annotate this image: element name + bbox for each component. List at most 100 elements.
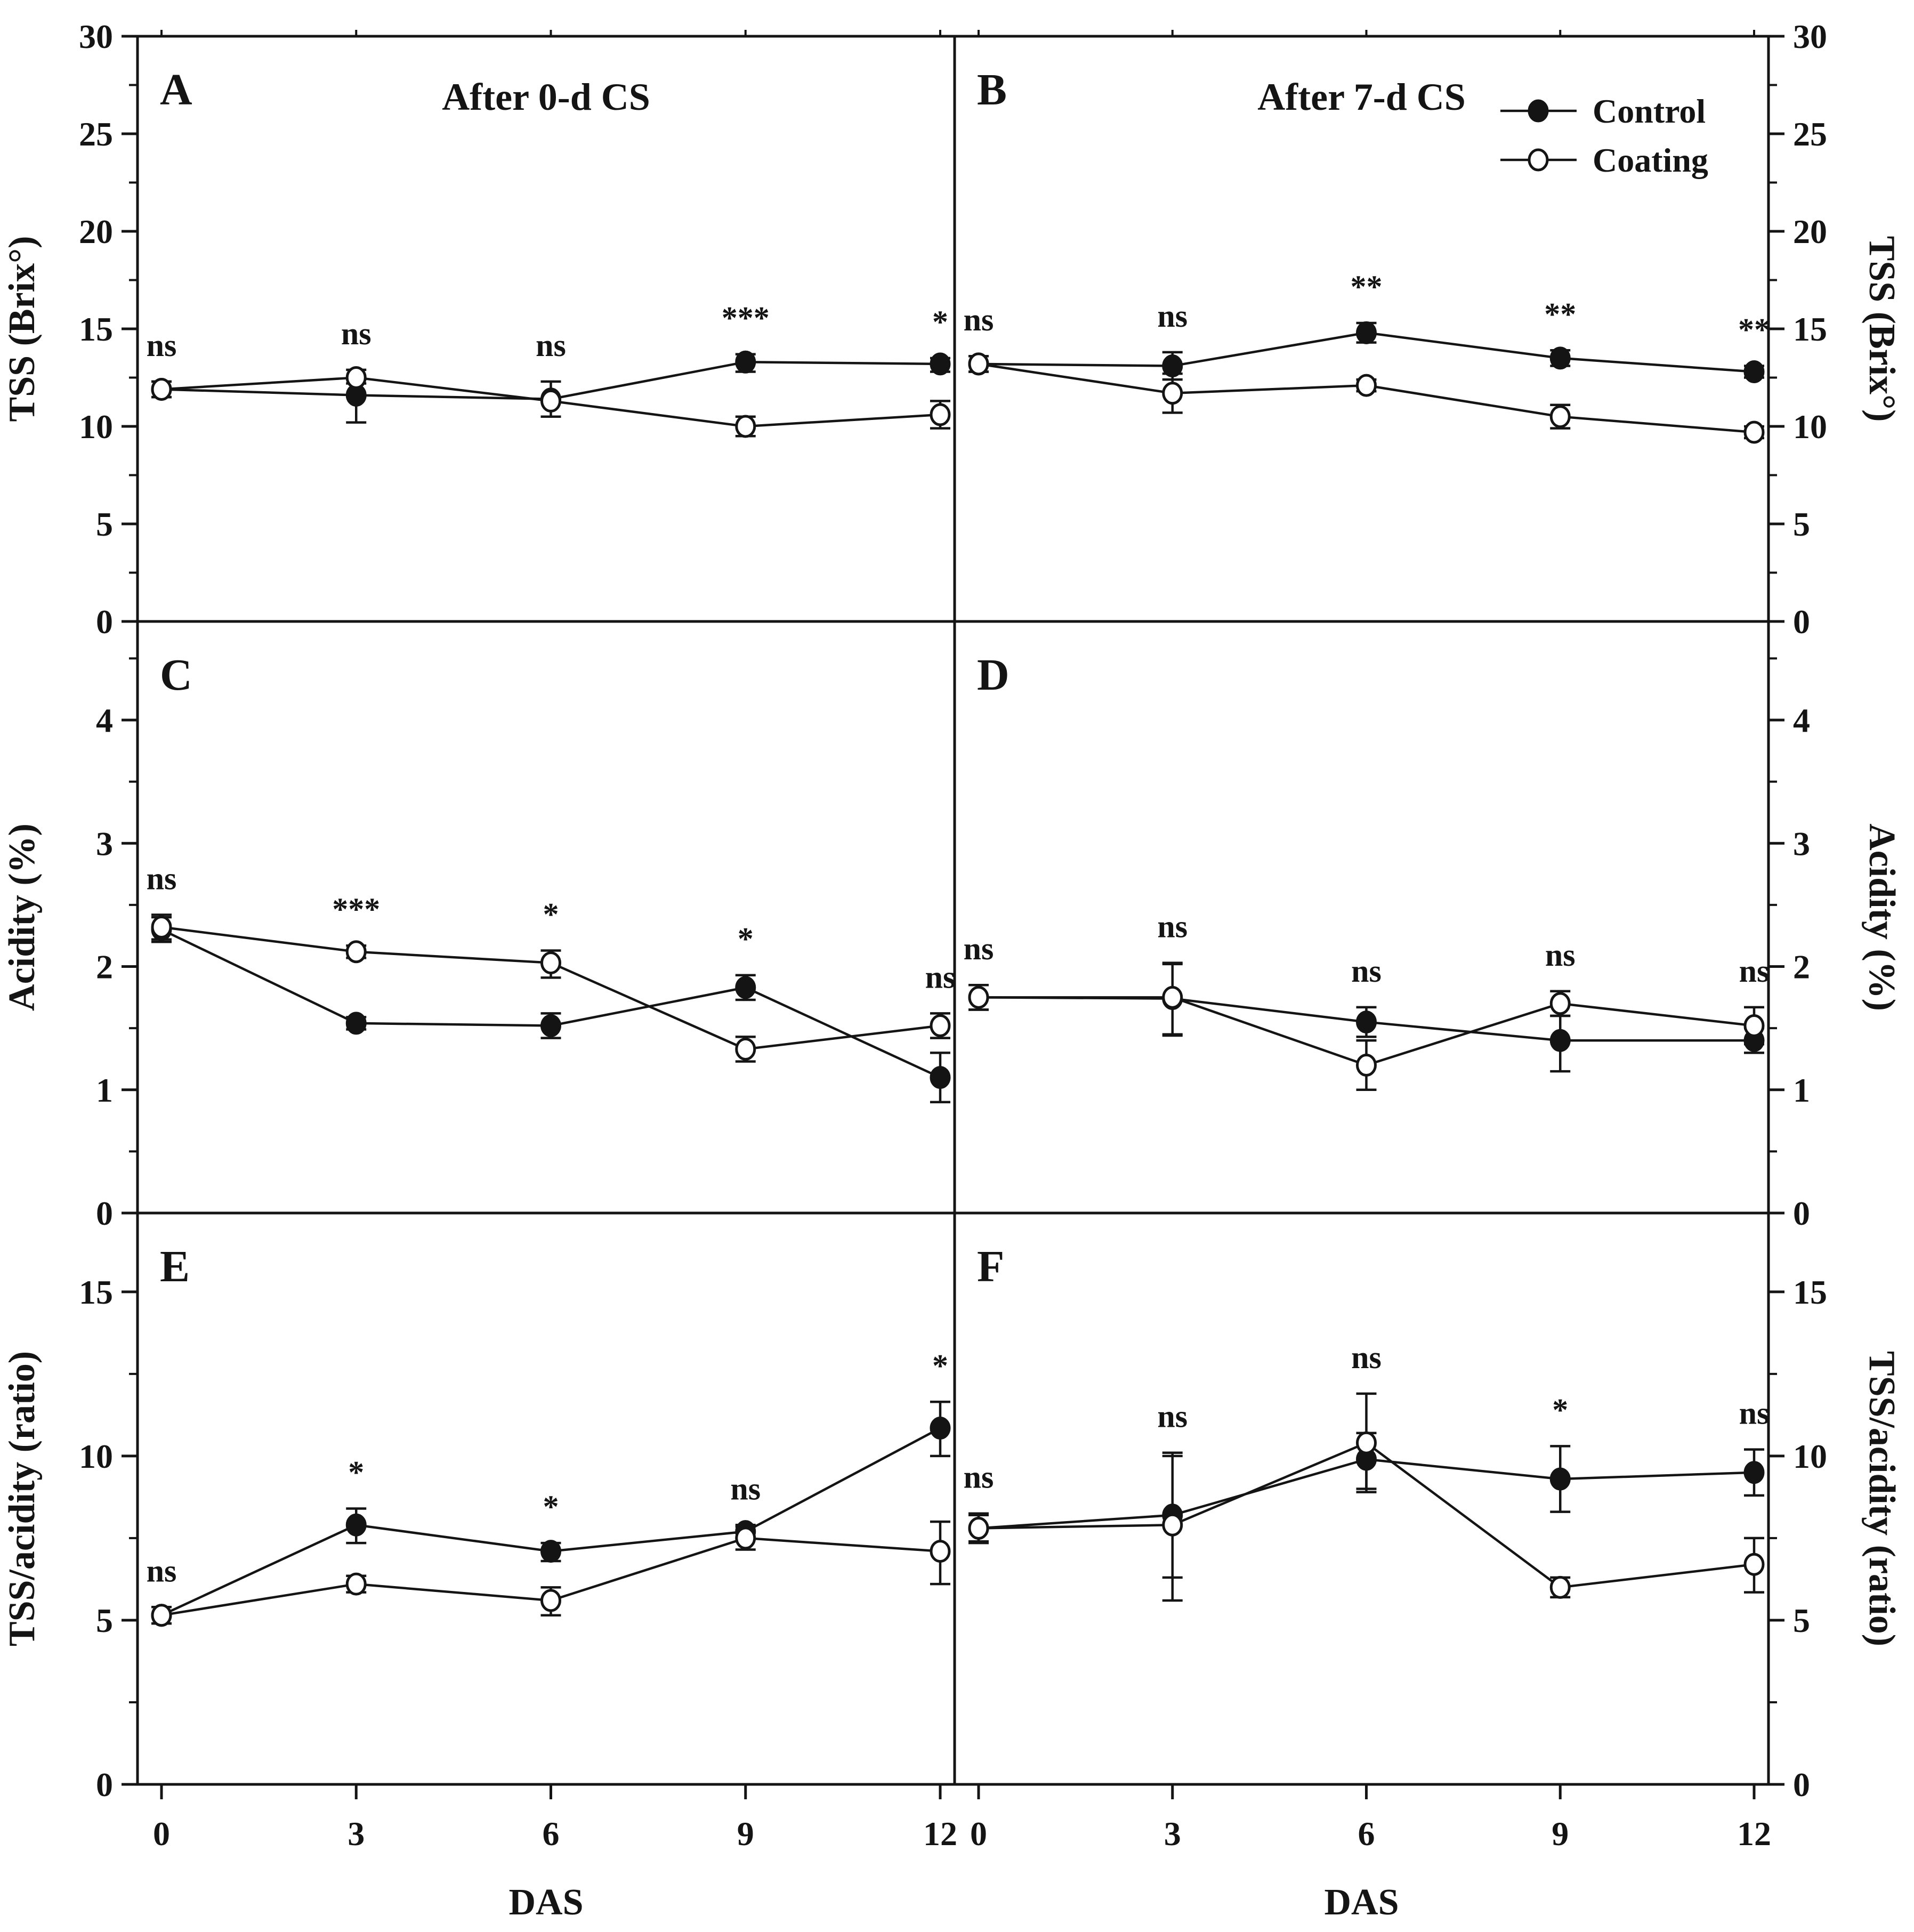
y-axis-tick-label: 15 (79, 1273, 113, 1311)
data-marker-coating (151, 916, 172, 939)
data-marker-control (1549, 346, 1571, 370)
legend-marker-control (1528, 99, 1549, 123)
x-axis-tick-label: 12 (1737, 1815, 1771, 1853)
y-axis-tick-label: 25 (1793, 115, 1827, 153)
significance-label: ** (1351, 269, 1383, 304)
data-marker-coating (540, 951, 561, 975)
x-axis-tick-label: 9 (737, 1815, 754, 1853)
significance-label: ns (147, 861, 177, 896)
panel-title: After 7-d CS (1257, 76, 1466, 118)
significance-label: ns (1351, 1340, 1382, 1375)
significance-label: ** (1738, 312, 1770, 347)
y-axis-tick-label: 15 (1793, 310, 1827, 348)
data-marker-control (1549, 1029, 1571, 1052)
x-axis-tick-label: 3 (348, 1815, 365, 1853)
significance-label: ns (1157, 1399, 1188, 1434)
data-marker-control (1356, 321, 1377, 344)
data-marker-control (930, 1066, 951, 1089)
data-marker-coating (540, 389, 561, 413)
significance-label: ns (964, 1460, 994, 1495)
data-marker-coating (1162, 382, 1183, 405)
significance-label: * (1552, 1392, 1568, 1427)
panel-letter: D (977, 650, 1010, 700)
panel-letter: F (977, 1242, 1004, 1291)
data-marker-coating (151, 377, 172, 401)
significance-label: ns (536, 328, 566, 363)
y-axis-tick-label: 25 (79, 115, 113, 153)
x-axis-tick-label: 9 (1552, 1815, 1569, 1853)
data-marker-coating (968, 1516, 989, 1540)
y-axis-title-right: TSS (Brix°) (1861, 236, 1902, 422)
x-axis-tick-label: 12 (923, 1815, 957, 1853)
data-marker-control (540, 1014, 561, 1037)
y-axis-tick-label: 30 (1793, 18, 1827, 55)
y-axis-title-right: Acidity (%) (1861, 823, 1902, 1011)
panel-letter: B (977, 65, 1007, 115)
data-marker-coating (1549, 1575, 1571, 1599)
significance-label: ** (1544, 296, 1576, 332)
x-axis-title: DAS (1324, 1882, 1399, 1923)
y-axis-tick-label: 15 (1793, 1273, 1827, 1311)
data-marker-control (930, 352, 951, 376)
y-axis-tick-label: 2 (1793, 948, 1810, 986)
y-axis-tick-label: 1 (96, 1071, 113, 1109)
x-axis-tick-label: 6 (543, 1815, 560, 1853)
significance-label: * (543, 896, 559, 932)
data-marker-coating (968, 985, 989, 1009)
figure-border (136, 35, 1770, 1786)
data-marker-control (930, 1417, 951, 1440)
y-axis-tick-label: 1 (1793, 1071, 1810, 1109)
y-axis-tick-label: 30 (79, 18, 113, 55)
y-axis-tick-label: 0 (96, 1766, 113, 1804)
significance-label: ns (1545, 937, 1576, 973)
y-axis-tick-label: 10 (1793, 408, 1827, 446)
y-axis-tick-label: 3 (1793, 824, 1810, 862)
significance-label: ns (964, 931, 994, 966)
data-marker-coating (345, 366, 367, 389)
x-axis-tick-label: 0 (970, 1815, 987, 1853)
significance-label: ns (925, 959, 956, 995)
y-axis-tick-label: 2 (96, 948, 113, 986)
significance-label: *** (332, 892, 380, 927)
significance-label: ns (147, 1553, 177, 1588)
y-axis-tick-label: 0 (96, 603, 113, 641)
data-marker-coating (930, 1014, 951, 1037)
data-marker-coating (1356, 1054, 1377, 1077)
y-axis-tick-label: 3 (96, 824, 113, 862)
y-axis-title-left: TSS/acidity (ratio) (2, 1351, 43, 1646)
significance-label: * (543, 1489, 559, 1524)
x-axis-tick-label: 0 (153, 1815, 170, 1853)
significance-label: ns (730, 1471, 761, 1506)
significance-label: * (348, 1454, 364, 1490)
panel-letter: E (160, 1242, 190, 1291)
data-marker-control (1356, 1011, 1377, 1034)
data-marker-coating (1743, 1014, 1765, 1037)
x-axis-title: DAS (508, 1882, 583, 1923)
data-marker-coating (735, 1526, 756, 1550)
significance-label: ns (1739, 1396, 1770, 1431)
significance-label: ns (1739, 953, 1770, 989)
y-axis-tick-label: 5 (1793, 505, 1810, 543)
data-marker-control (735, 350, 756, 374)
y-axis-tick-label: 5 (96, 1602, 113, 1639)
data-marker-coating (1162, 985, 1183, 1009)
significance-label: ns (341, 316, 372, 351)
data-marker-control (735, 976, 756, 999)
data-marker-coating (1162, 1513, 1183, 1537)
y-axis-tick-label: 15 (79, 310, 113, 348)
data-marker-coating (1356, 1431, 1377, 1454)
y-axis-tick-label: 20 (79, 213, 113, 250)
data-marker-control (345, 1513, 367, 1537)
panel-title: After 0-d CS (442, 76, 650, 118)
y-axis-title-right: TSS/acidity (ratio) (1861, 1351, 1902, 1646)
legend-label: Coating (1593, 141, 1708, 179)
y-axis-tick-label: 0 (1793, 1766, 1810, 1804)
significance-label: ns (1351, 953, 1382, 989)
y-axis-tick-label: 10 (79, 408, 113, 446)
data-marker-coating (1743, 1553, 1765, 1576)
data-marker-control (540, 1540, 561, 1563)
y-axis-tick-label: 5 (96, 505, 113, 543)
data-marker-control (1162, 354, 1183, 378)
data-marker-coating (345, 1572, 367, 1596)
